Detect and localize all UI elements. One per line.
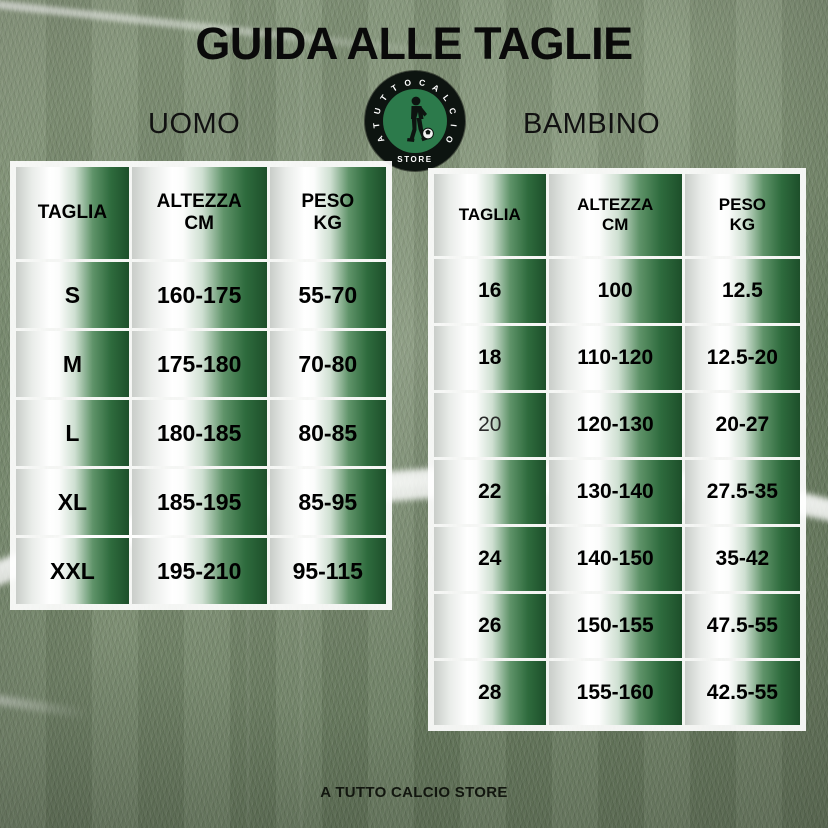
cell-weight: 42.5-55	[684, 661, 800, 725]
cell-height: 130-140	[548, 460, 682, 524]
size-table-uomo: TAGLIA ALTEZZA CM PESO KG S 160-175 55-70 M 175-1…	[10, 161, 392, 610]
cell-weight: 95-115	[269, 538, 386, 604]
column-header-height: ALTEZZA CM	[548, 174, 682, 256]
table-row: 16 100 12.5	[434, 259, 800, 323]
cell-size: 26	[434, 594, 546, 658]
table-row: 24 140-150 35-42	[434, 527, 800, 591]
column-header-weight: PESO KG	[684, 174, 800, 256]
table-row: 26 150-155 47.5-55	[434, 594, 800, 658]
cell-height: 100	[548, 259, 682, 323]
cell-weight: 27.5-35	[684, 460, 800, 524]
cell-weight: 35-42	[684, 527, 800, 591]
cell-weight: 12.5	[684, 259, 800, 323]
section-label-uomo: UOMO	[148, 108, 241, 140]
soccer-player-icon	[407, 96, 434, 142]
cell-weight: 12.5-20	[684, 326, 800, 390]
footer-brand: A TUTTO CALCIO STORE	[320, 784, 508, 801]
cell-height: 155-160	[548, 661, 682, 725]
table-row: L 180-185 80-85	[16, 400, 386, 466]
cell-height: 195-210	[131, 538, 267, 604]
cell-height: 150-155	[548, 594, 682, 658]
cell-size: 18	[434, 326, 546, 390]
cell-size: M	[16, 331, 129, 397]
cell-size: L	[16, 400, 129, 466]
cell-weight: 70-80	[269, 331, 386, 397]
cell-size: 24	[434, 527, 546, 591]
table-row: 18 110-120 12.5-20	[434, 326, 800, 390]
cell-height: 110-120	[548, 326, 682, 390]
cell-size: 22	[434, 460, 546, 524]
cell-weight: 20-27	[684, 393, 800, 457]
table-header-row: TAGLIA ALTEZZA CM PESO KG	[434, 174, 800, 256]
cell-height: 180-185	[131, 400, 267, 466]
column-header-size: TAGLIA	[434, 174, 546, 256]
logo-store-text: STORE	[397, 155, 433, 164]
cell-weight: 47.5-55	[684, 594, 800, 658]
column-header-height: ALTEZZA CM	[131, 167, 267, 259]
cell-size: S	[16, 262, 129, 328]
size-table-bambino: TAGLIA ALTEZZA CM PESO KG 16 100 12.5 18 110-120 1…	[428, 168, 806, 731]
column-header-weight: PESO KG	[269, 167, 386, 259]
cell-size: XL	[16, 469, 129, 535]
table-row: XXL 195-210 95-115	[16, 538, 386, 604]
page-title: GUIDA ALLE TAGLIE	[195, 18, 633, 69]
cell-weight: 80-85	[269, 400, 386, 466]
column-header-size: TAGLIA	[16, 167, 129, 259]
table-row: 20 120-130 20-27	[434, 393, 800, 457]
cell-size: 28	[434, 661, 546, 725]
table-row: 22 130-140 27.5-35	[434, 460, 800, 524]
cell-size: 20	[434, 393, 546, 457]
cell-height: 175-180	[131, 331, 267, 397]
cell-size: XXL	[16, 538, 129, 604]
table-row: 28 155-160 42.5-55	[434, 661, 800, 725]
cell-size: 16	[434, 259, 546, 323]
table-row: S 160-175 55-70	[16, 262, 386, 328]
section-label-bambino: BAMBINO	[523, 108, 661, 140]
cell-height: 140-150	[548, 527, 682, 591]
table-header-row: TAGLIA ALTEZZA CM PESO KG	[16, 167, 386, 259]
table-row: M 175-180 70-80	[16, 331, 386, 397]
table-row: XL 185-195 85-95	[16, 469, 386, 535]
cell-weight: 85-95	[269, 469, 386, 535]
cell-height: 160-175	[131, 262, 267, 328]
cell-height: 185-195	[131, 469, 267, 535]
cell-weight: 55-70	[269, 262, 386, 328]
cell-height: 120-130	[548, 393, 682, 457]
